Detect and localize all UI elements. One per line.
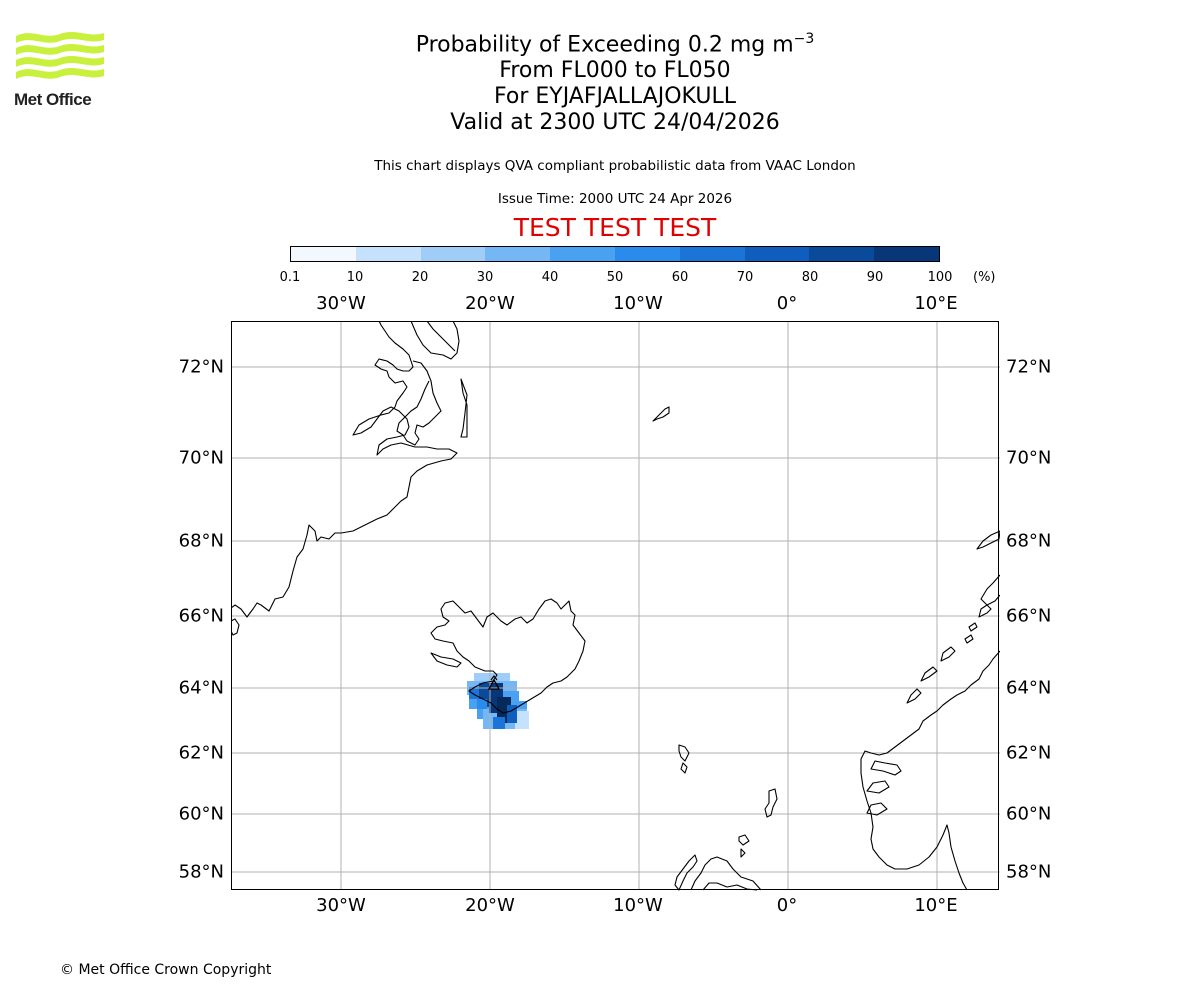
lat-label-left: 72°N (178, 356, 224, 378)
copyright-notice: © Met Office Crown Copyright (60, 962, 272, 978)
ash-cell (493, 717, 505, 729)
coastline-norway (860, 650, 1000, 891)
coastline-iceland (430, 598, 586, 714)
coastline-iceland-snaefellsnes (430, 652, 462, 668)
colorbar-tick-label: 90 (866, 270, 884, 285)
lat-label-left: 66°N (178, 605, 224, 627)
coastline-jan-mayen (652, 406, 670, 422)
coastline-faroe-islands (678, 744, 690, 774)
colorbar-segment (291, 247, 356, 261)
volcano-name: For EYJAFJALLAJOKULL (494, 84, 736, 110)
lon-label-bottom: 0° (776, 895, 798, 916)
lat-label-right: 66°N (1006, 605, 1052, 627)
coastline-norway-islands (906, 646, 956, 704)
volcano-marker (487, 675, 501, 690)
lat-label-right: 62°N (1006, 742, 1052, 764)
colorbar-segment (485, 247, 551, 261)
coastline-greenland-east (231, 321, 458, 618)
colorbar-tick-label: 10 (346, 270, 364, 285)
coastline-norway-west-fjords (866, 760, 902, 816)
disclaimer-text: This chart displays QVA compliant probab… (374, 158, 856, 174)
colorbar-segment (809, 247, 875, 261)
ash-probability-layer (467, 673, 529, 729)
colorbar-segment (420, 247, 486, 261)
lat-label-left: 62°N (178, 742, 224, 764)
met-office-waves-logo-icon (16, 32, 104, 79)
coastline-greenland-tip (231, 618, 240, 636)
lon-label-bottom: 20°W (465, 895, 515, 916)
volcano-plume-icon (490, 675, 498, 681)
ash-cell (507, 705, 517, 723)
chart-title-superscript: −3 (793, 31, 815, 47)
test-banner: TEST TEST TEST (513, 213, 717, 242)
valid-time: Valid at 2300 UTC 24/04/2026 (450, 110, 780, 136)
coastline-shetland (764, 788, 778, 818)
colorbar-tick-label: 20 (411, 270, 429, 285)
probability-colorbar (290, 246, 940, 262)
lon-label-bottom: 10°W (613, 895, 663, 916)
chart-title: Probability of Exceeding 0.2 mg m−3 (0, 26, 1200, 58)
colorbar-tick-label: 40 (541, 270, 559, 285)
coastline-greenland-fjord (426, 321, 456, 352)
lat-label-right: 64°N (1006, 677, 1052, 699)
colorbar-segment (874, 247, 939, 261)
colorbar-tick-label: 50 (606, 270, 624, 285)
map-panel (231, 321, 1000, 891)
lon-label-bottom: 30°W (316, 895, 366, 916)
colorbar-tick-label: 0.1 (279, 270, 301, 285)
coastline-orkney (738, 834, 750, 858)
lat-label-left: 60°N (178, 803, 224, 825)
met-office-logo: Met Office (14, 30, 106, 110)
ash-cell (477, 699, 487, 709)
colorbar-segment (550, 247, 615, 261)
chart-title-block: Probability of Exceeding 0.2 mg m−3 From… (0, 26, 1200, 136)
colorbar-tick-label: 60 (671, 270, 689, 285)
lat-label-left: 70°N (178, 447, 224, 469)
coastlines (231, 321, 1000, 891)
colorbar-segment (679, 247, 745, 261)
coastline-greenland-peninsula (460, 378, 468, 438)
ash-cell (515, 711, 529, 729)
chart-title-text: Probability of Exceeding 0.2 mg m (415, 32, 794, 58)
lat-label-right: 70°N (1006, 447, 1052, 469)
volcano-triangle-icon (487, 678, 501, 690)
colorbar-tick-label: 80 (801, 270, 819, 285)
lat-label-right: 68°N (1006, 530, 1052, 552)
coastline-greenland-bay (396, 360, 442, 446)
map-background (231, 321, 999, 890)
issue-time: Issue Time: 2000 UTC 24 Apr 2026 (497, 191, 733, 207)
lon-label-top: 30°W (316, 293, 366, 314)
colorbar-segment (744, 247, 810, 261)
logo-text: Met Office (14, 90, 92, 109)
lat-label-right: 58°N (1006, 861, 1052, 883)
colorbar-tick-label: 100 (927, 270, 953, 285)
lat-label-left: 68°N (178, 530, 224, 552)
lat-label-left: 58°N (178, 861, 224, 883)
map-frame (231, 321, 999, 890)
coastline-greenland-inlet (410, 321, 460, 360)
lat-label-left: 64°N (178, 677, 224, 699)
lon-label-bottom: 10°E (914, 895, 958, 916)
colorbar-segment (355, 247, 421, 261)
lat-label-right: 60°N (1006, 803, 1052, 825)
lon-label-top: 10°E (914, 293, 958, 314)
flight-levels: From FL000 to FL050 (499, 58, 731, 84)
colorbar-segment (614, 247, 680, 261)
colorbar-tick-label: 70 (736, 270, 754, 285)
colorbar-tick-label: 30 (476, 270, 494, 285)
lon-label-top: 20°W (465, 293, 515, 314)
lon-label-top: 10°W (613, 293, 663, 314)
colorbar-unit: (%) (973, 270, 996, 285)
coastline-scotland (690, 856, 762, 891)
coastline-norway-north (976, 530, 1000, 606)
lon-label-top: 0° (776, 293, 798, 314)
coastline-lofoten (964, 604, 992, 644)
coastline-hebrides (674, 854, 698, 891)
lat-label-right: 72°N (1006, 356, 1052, 378)
